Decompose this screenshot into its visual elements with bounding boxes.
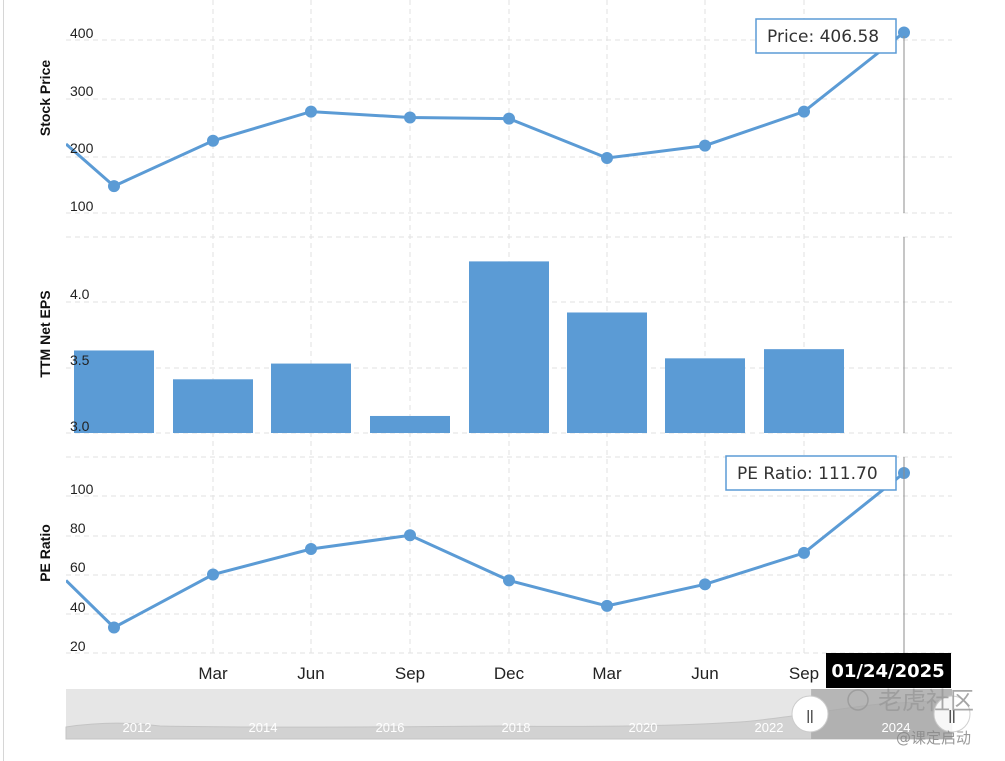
y-tick-label: 100 <box>70 198 94 214</box>
y-axis-title: PE Ratio <box>37 524 53 582</box>
x-tick-label: Sep <box>789 664 819 683</box>
price-point <box>305 105 317 118</box>
y-axis-title: TTM Net EPS <box>37 290 53 377</box>
price-point <box>503 112 515 125</box>
y-tick-label: 20 <box>70 638 86 654</box>
eps-bar <box>271 363 351 433</box>
watermark-brand: 老虎社区 <box>878 687 974 715</box>
y-tick-label: 40 <box>70 599 86 615</box>
pe-ratio-point <box>601 599 613 612</box>
x-tick-label: Jun <box>691 664 718 683</box>
y-tick-label: 3.5 <box>70 352 90 368</box>
eps-bar <box>370 415 450 433</box>
y-tick-label: 60 <box>70 559 86 575</box>
watermark: 老虎社区 @课定启动 <box>847 687 974 747</box>
eps-bar <box>469 261 549 433</box>
price-point <box>404 111 416 124</box>
pe-ratio-point <box>798 546 810 559</box>
pe-ratio-tooltip-text: PE Ratio: 111.70 <box>737 464 878 484</box>
navigator-year-label: 2020 <box>629 720 658 735</box>
x-tick-label: Mar <box>592 664 622 683</box>
price-point <box>798 105 810 118</box>
overlay-layer: Price: 406.58 PE Ratio: 111.70 01/24/2025 老… <box>725 18 974 747</box>
price-point <box>898 26 910 39</box>
navigator-year-label: 2014 <box>249 720 278 735</box>
price-point <box>699 139 711 152</box>
y-tick-label: 4.0 <box>70 286 90 302</box>
handle-grip: || <box>948 707 955 723</box>
pe-ratio-point <box>699 578 711 591</box>
y-tick-label: 100 <box>70 481 94 497</box>
navigator-year-label: 2012 <box>123 720 152 735</box>
navigator[interactable]: 2012 2014 2016 2018 2020 2022 2024 || || <box>65 689 971 740</box>
watermark-handle: @课定启动 <box>896 729 971 747</box>
selected-date-box <box>826 653 951 688</box>
eps-bar <box>764 349 844 433</box>
navigator-year-label: 2022 <box>755 720 784 735</box>
price-tooltip-box <box>755 18 897 54</box>
x-tick-label: Sep <box>395 664 425 683</box>
navigator-year-label: 2018 <box>502 720 531 735</box>
price-line <box>66 31 905 188</box>
marks-layer <box>66 26 910 634</box>
left-border <box>3 0 4 761</box>
y-tick-label: 3.0 <box>70 418 90 434</box>
navigator-year-label: 2016 <box>376 720 405 735</box>
pe-ratio-point <box>305 542 317 555</box>
selected-date-label: 01/24/2025 <box>831 661 944 682</box>
y-tick-label: 300 <box>70 83 94 99</box>
pe-ratio-point <box>207 568 219 581</box>
navigator-right-handle[interactable]: || <box>933 695 971 733</box>
pe-ratio-point <box>503 574 515 587</box>
navigator-selected-range[interactable] <box>811 689 952 739</box>
price-point <box>108 180 120 193</box>
pe-ratio-line <box>66 471 905 630</box>
y-axis-title: Stock Price <box>37 60 53 136</box>
labels-layer: 100 200 300 400 Stock Price 3.0 3.5 4.0 TTM Net … <box>37 25 819 683</box>
eps-bar <box>567 312 647 433</box>
price-point <box>207 134 219 147</box>
pe-ratio-tooltip-box <box>725 455 897 491</box>
watermark-logo-icon <box>847 689 869 711</box>
handle-grip: || <box>806 707 813 723</box>
pe-ratio-tooltip: PE Ratio: 111.70 <box>725 455 897 491</box>
price-tooltip: Price: 406.58 <box>755 18 897 54</box>
y-tick-label: 200 <box>70 140 94 156</box>
navigator-year-label: 2024 <box>882 720 911 735</box>
x-tick-label: Dec <box>494 664 525 683</box>
y-tick-label: 400 <box>70 25 94 41</box>
price-point <box>601 152 613 165</box>
navigator-left-handle[interactable]: || <box>791 695 829 733</box>
price-tooltip-text: Price: 406.58 <box>767 27 879 47</box>
handle-circle[interactable] <box>933 695 971 733</box>
y-tick-label: 80 <box>70 520 86 536</box>
x-tick-label: Mar <box>198 664 228 683</box>
x-tick-label: Jun <box>297 664 324 683</box>
eps-bar <box>74 350 154 433</box>
pe-ratio-point <box>108 621 120 634</box>
eps-bar <box>665 358 745 433</box>
eps-bar <box>173 379 253 433</box>
pe-ratio-point <box>404 529 416 542</box>
handle-circle[interactable] <box>791 695 829 733</box>
